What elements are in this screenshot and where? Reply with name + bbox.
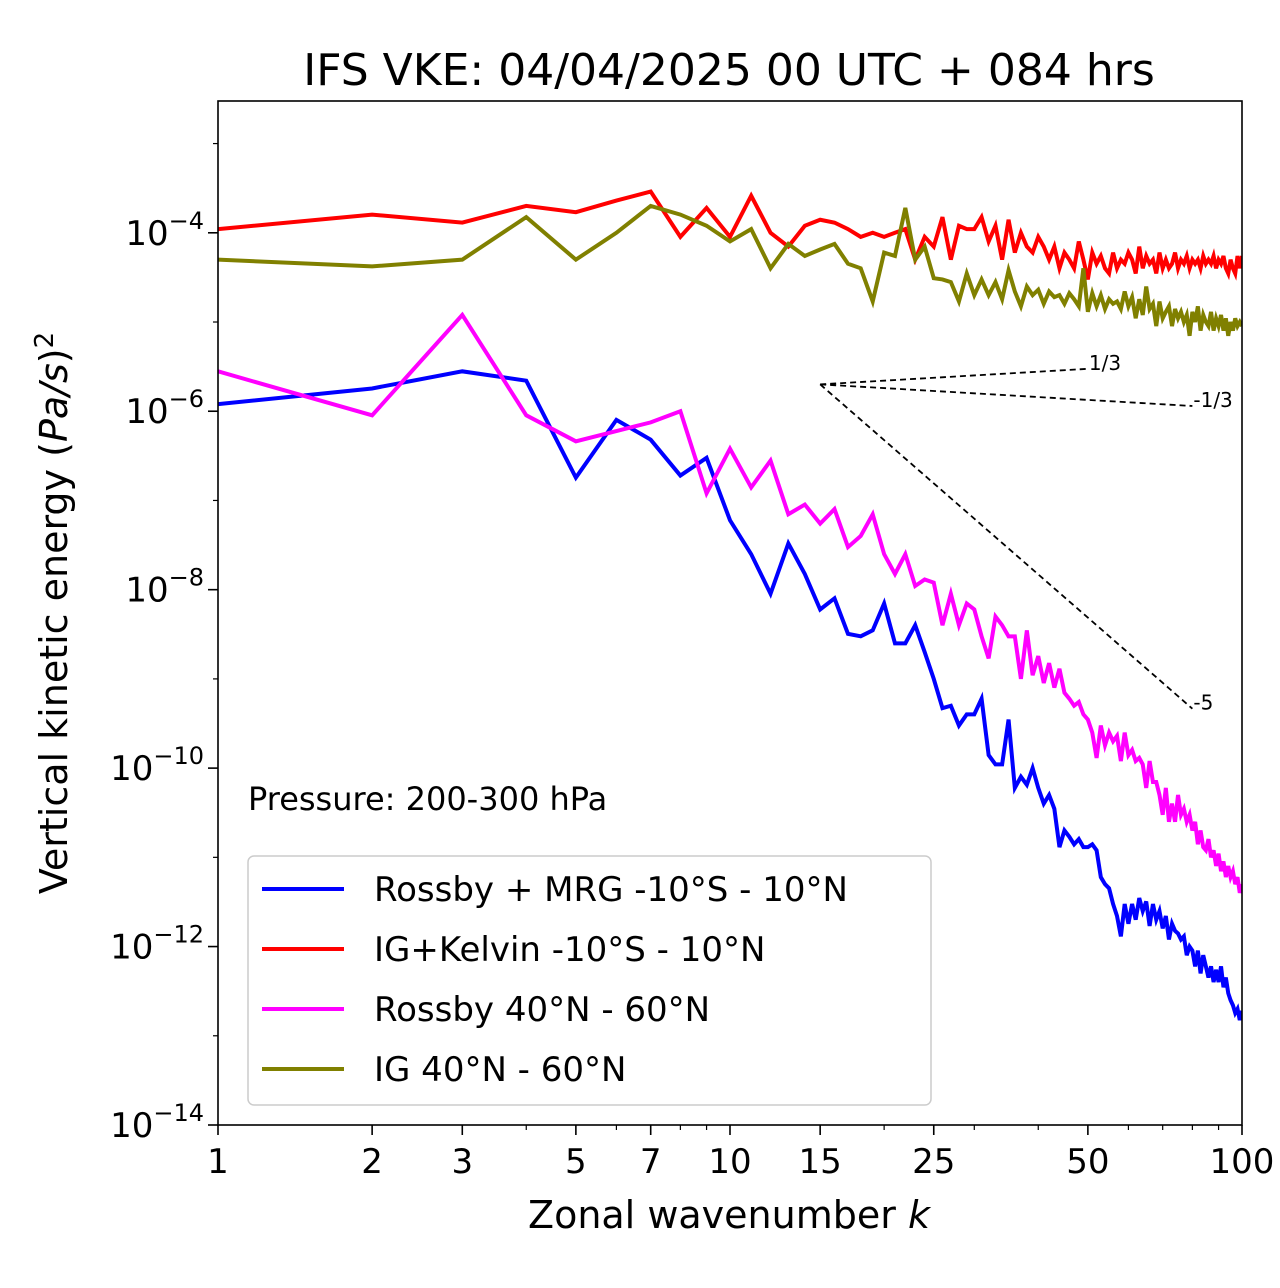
x-tick-label: 5 [565,1142,587,1182]
series-line-3 [218,311,1242,894]
slope-line-1 [820,367,1088,386]
x-tick-label: 15 [799,1142,842,1182]
x-tick-label: 3 [451,1142,473,1182]
x-tick-label: 25 [912,1142,955,1182]
x-axis-label-var: k [908,1193,932,1237]
x-axis-label-text: Zonal wavenumber [528,1193,908,1237]
x-tick-label: 2 [361,1142,383,1182]
y-axis-label-unit: Pa/s [32,363,76,442]
y-tick-label: 10−14 [110,1099,204,1146]
slope-label-3: -5 [1193,691,1213,715]
legend-box [247,855,932,1106]
x-axis-label: Zonal wavenumber k [528,1193,932,1237]
y-tick-label: 10−4 [125,207,204,254]
y-axis-ticks: 10−14 10−12 10−10 10−8 10−6 10−4 [110,142,218,1146]
y-axis-label-exp: 2 [30,332,60,349]
pressure-annotation: Pressure: 200-300 hPa [248,780,607,818]
series-line-2 [218,189,1242,281]
x-axis-ticks: 1 2 3 5 7 10 15 25 50 100 [207,1125,1274,1182]
x-tick-label: 50 [1066,1142,1109,1182]
series-layer [218,189,1242,1021]
y-axis-label-text: Vertical kinetic energy ( [32,442,76,894]
y-tick-label: 10−6 [125,385,204,432]
reference-slopes: 1/3 -1/3 -5 [819,351,1233,715]
x-tick-label: 7 [640,1142,662,1182]
plot-frame [217,100,1243,1126]
legend-label-1: Rossby + MRG -10°S - 10°N [374,870,848,910]
x-tick-label: 1 [207,1142,229,1182]
legend: Rossby + MRG -10°S - 10°N IG+Kelvin -10°S… [247,855,932,1106]
slope-label-1: 1/3 [1089,351,1121,375]
legend-label-3: Rossby 40°N - 60°N [374,990,710,1030]
slope-label-2: -1/3 [1193,388,1232,412]
x-tick-label: 10 [708,1142,751,1182]
legend-label-4: IG 40°N - 60°N [374,1050,626,1090]
y-tick-label: 10−12 [110,921,204,968]
chart-title: IFS VKE: 04/04/2025 00 UTC + 084 hrs [303,45,1155,96]
series-line-1 [218,369,1242,1021]
slope-line-3 [819,383,1193,710]
y-tick-label: 10−8 [125,564,204,611]
y-tick-label: 10−10 [110,742,204,789]
series-line-4 [218,203,1242,337]
y-axis-label: Vertical kinetic energy (Pa/s)2 [30,332,76,894]
slope-line-2 [820,383,1193,407]
legend-label-2: IG+Kelvin -10°S - 10°N [374,930,765,970]
x-tick-label: 100 [1210,1142,1275,1182]
